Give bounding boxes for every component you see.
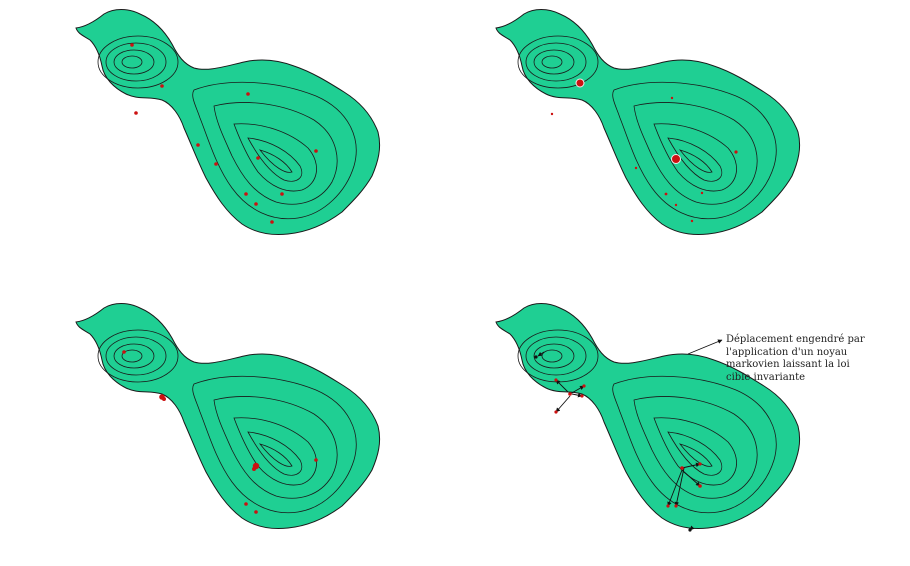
particle [582,384,586,388]
particle [634,166,638,170]
annotation-line-3: markovien laissant la loi [726,359,850,370]
moves-panel-4 [537,351,701,531]
particle [534,355,538,359]
particle [674,203,678,207]
move-arrow [537,351,545,357]
particles-panel-1 [130,43,318,224]
particle [122,350,126,354]
particle [314,149,318,153]
particles-panel-3 [122,350,318,514]
particle [688,528,692,532]
particle [670,96,674,100]
particle [664,192,668,196]
particles-panel-2 [550,78,738,223]
panel-initial-particles [75,9,381,236]
annotation-line-1: Déplacement engendré par [726,334,865,345]
particle [666,504,670,508]
move-arrow [681,462,701,469]
move-arrow [667,469,683,507]
panel-weighted-particles [495,9,801,236]
particle [160,84,164,88]
particle [575,78,585,88]
particle [568,392,572,396]
legend-arrow [687,339,723,355]
particle [554,378,558,382]
particle [700,191,704,195]
particle [244,502,248,506]
particle [196,143,200,147]
move-arrow [569,385,585,395]
particle [550,112,554,116]
particle [130,43,134,47]
particles-panel-4 [534,355,702,532]
particle [680,466,684,470]
particle [690,219,694,223]
move-arrow [555,395,571,413]
move-arrow [571,392,583,398]
annotation-line-4: cible invariante [726,371,806,383]
move-arrow [674,467,685,507]
particle [214,162,218,166]
particle [554,410,558,414]
particle [252,467,256,471]
move-arrow [555,379,569,393]
particle [254,510,258,514]
particle [734,150,738,154]
annotation-text: Déplacement engendré par l'application d… [726,334,876,384]
particle [314,458,318,462]
annotation-line-2: l'application d'un noyau [726,346,848,358]
particle [698,462,702,466]
particle [162,397,166,401]
panel-resampled-particles [75,303,381,530]
particle [246,92,250,96]
particle [671,154,681,164]
particle [674,504,678,508]
particle [698,484,702,488]
particle [256,156,260,160]
particle [580,394,584,398]
particle [244,192,248,196]
move-arrow [681,469,701,487]
particle [254,202,258,206]
particle [134,111,138,115]
particle [280,192,284,196]
particle [270,220,274,224]
panel-mcmc-moves [495,303,801,532]
